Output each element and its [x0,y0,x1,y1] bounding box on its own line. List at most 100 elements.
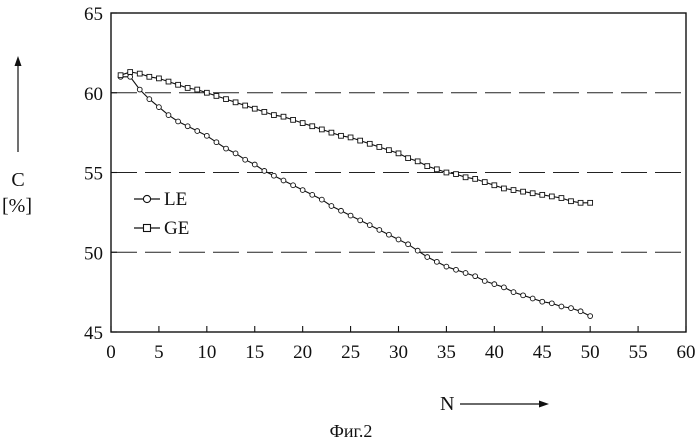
data-point-le [281,178,286,183]
legend-label-le: LE [164,189,187,210]
series-le [118,74,592,318]
x-tick-label: 55 [629,342,648,363]
data-point-ge [243,103,248,108]
data-point-le [559,304,564,309]
data-point-ge [502,186,507,191]
data-point-ge [578,200,583,205]
data-point-le [377,228,382,233]
data-point-le [137,87,142,92]
x-tick-label: 0 [106,342,116,363]
data-point-ge [396,151,401,156]
data-point-ge [367,141,372,146]
x-tick-label: 60 [677,342,696,363]
data-point-ge [434,167,439,172]
data-point-le [492,282,497,287]
data-point-le [502,285,507,290]
y-axis-unit: [%] [2,195,32,217]
data-point-ge [281,114,286,119]
data-point-ge [454,172,459,177]
data-point-le [415,248,420,253]
data-point-ge [147,74,152,79]
data-point-ge [185,86,190,91]
data-point-ge [482,180,487,185]
data-point-le [406,242,411,247]
data-point-ge [348,135,353,140]
data-point-le [358,218,363,223]
data-point-ge [358,138,363,143]
data-point-ge [137,71,142,76]
series-layer [118,70,592,319]
data-point-le [348,213,353,218]
legend-marker-le [143,195,150,202]
data-point-le [204,133,209,138]
data-point-le [233,151,238,156]
data-point-ge [339,133,344,138]
x-axis-arrowhead [539,401,549,408]
x-tick-label: 50 [581,342,600,363]
data-point-ge [252,106,257,111]
data-point-ge [176,82,181,87]
x-tick-label: 5 [154,342,164,363]
data-point-le [291,183,296,188]
legend: LE GE [134,189,189,239]
data-point-ge [521,189,526,194]
y-tick-label: 55 [84,164,103,185]
data-point-le [530,296,535,301]
data-point-ge [511,188,516,193]
series-ge [118,70,592,206]
data-point-le [396,237,401,242]
data-point-le [272,173,277,178]
data-point-le [195,129,200,134]
x-tick-label: 35 [437,342,456,363]
legend-marker-ge [144,225,151,232]
x-tick-label: 15 [245,342,264,363]
data-point-ge [559,196,564,201]
x-axis-title: N [440,393,454,415]
data-point-ge [204,90,209,95]
data-point-le [482,279,487,284]
y-axis-title: C [11,169,24,191]
data-point-ge [310,124,315,129]
data-point-le [387,232,392,237]
x-tick-label: 30 [389,342,408,363]
data-point-ge [272,113,277,118]
series-line-ge [121,72,591,203]
data-point-le [473,274,478,279]
data-point-le [339,208,344,213]
x-tick-label: 25 [341,342,360,363]
data-point-ge [492,183,497,188]
data-point-ge [319,127,324,132]
data-point-le [521,293,526,298]
data-point-le [147,97,152,102]
data-point-ge [387,148,392,153]
data-point-le [578,309,583,314]
data-point-le [454,267,459,272]
data-point-le [511,290,516,295]
data-point-ge [157,76,162,81]
data-point-le [540,299,545,304]
data-point-le [588,314,593,319]
data-point-ge [214,94,219,99]
data-point-le [310,192,315,197]
y-tick-label: 65 [84,4,103,25]
data-point-ge [540,192,545,197]
data-point-le [243,157,248,162]
axis-ticks: 0510152025303540455055604550556065 [84,4,696,363]
data-point-ge [195,87,200,92]
data-point-le [300,188,305,193]
y-tick-label: 60 [84,84,103,105]
data-point-ge [291,117,296,122]
data-point-le [367,223,372,228]
data-point-le [319,197,324,202]
data-point-ge [425,164,430,169]
data-point-le [434,259,439,264]
data-point-ge [329,130,334,135]
data-point-ge [406,156,411,161]
data-point-ge [166,79,171,84]
legend-label-ge: GE [164,218,189,239]
x-tick-label: 45 [533,342,552,363]
data-point-ge [549,194,554,199]
data-point-le [329,204,334,209]
data-point-le [252,162,257,167]
